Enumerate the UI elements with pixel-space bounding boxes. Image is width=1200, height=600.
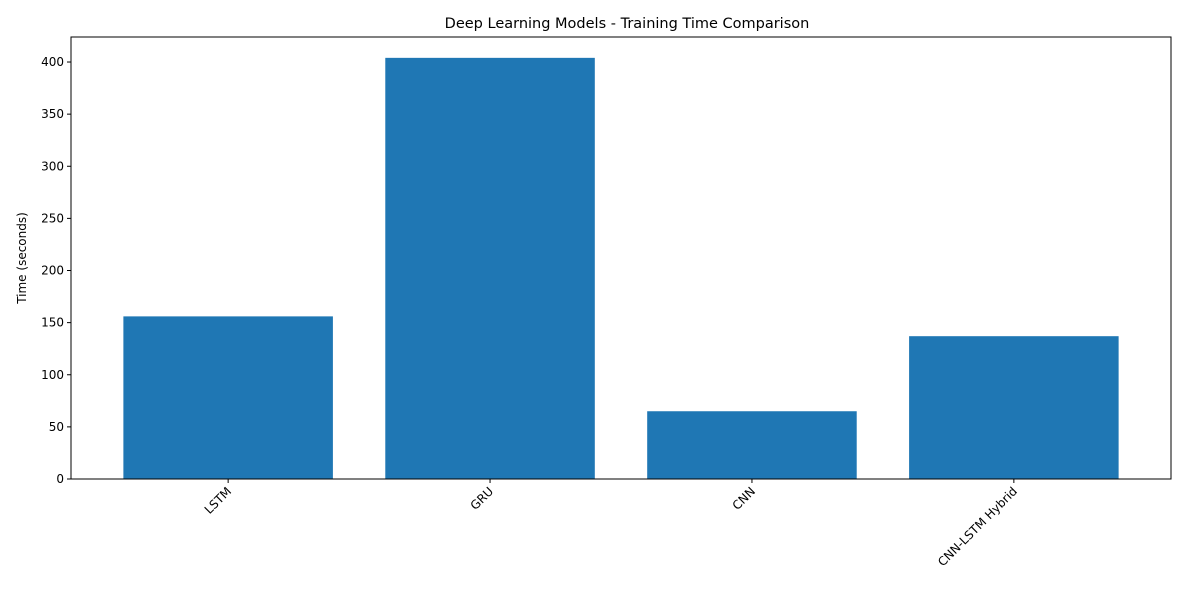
x-tick-label: CNN bbox=[730, 484, 759, 513]
y-tick-label: 350 bbox=[41, 107, 64, 121]
x-tick-label: LSTM bbox=[202, 484, 235, 517]
y-tick-label: 400 bbox=[41, 55, 64, 69]
y-tick-label: 0 bbox=[56, 472, 64, 486]
x-axis: LSTM GRU CNN CNN-LSTM Hybrid bbox=[202, 479, 1020, 569]
y-tick-label: 250 bbox=[41, 211, 64, 225]
y-tick-label: 50 bbox=[49, 420, 64, 434]
bar-lstm bbox=[123, 316, 333, 479]
x-tick-label: GRU bbox=[468, 484, 497, 513]
bar-gru bbox=[385, 57, 595, 479]
bar-cnn bbox=[647, 411, 857, 479]
bars-group bbox=[123, 57, 1119, 479]
y-tick-label: 200 bbox=[41, 264, 64, 278]
bar-cnn-lstm-hybrid bbox=[909, 336, 1119, 479]
chart-title: Deep Learning Models - Training Time Com… bbox=[445, 16, 810, 32]
y-tick-label: 300 bbox=[41, 159, 64, 173]
y-tick-label: 100 bbox=[41, 368, 64, 382]
plot-frame bbox=[70, 36, 1172, 480]
y-axis-label: Time (seconds) bbox=[15, 212, 29, 305]
y-axis: 0 50 100 150 200 250 300 350 400 bbox=[41, 55, 71, 486]
x-tick-label: CNN-LSTM Hybrid bbox=[935, 484, 1020, 569]
y-tick-label: 150 bbox=[41, 316, 64, 330]
